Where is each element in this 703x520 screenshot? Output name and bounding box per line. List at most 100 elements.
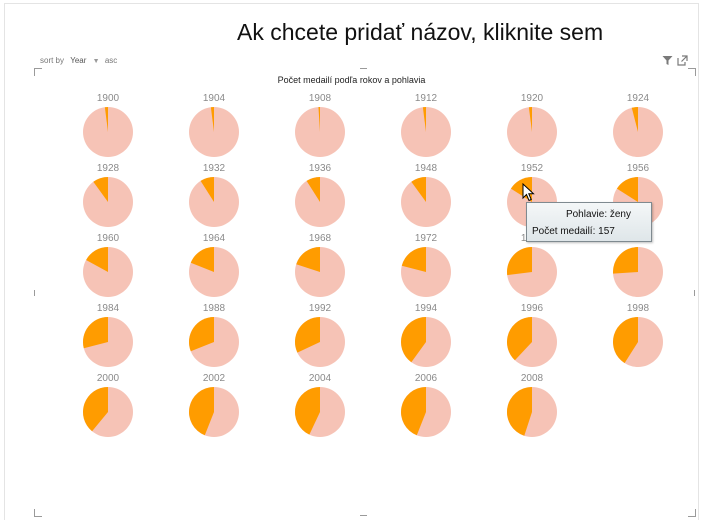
resize-handle-left[interactable] (34, 290, 35, 296)
pie-1976[interactable]: 1976 (497, 233, 567, 299)
pie-1932[interactable]: 1932 (179, 163, 249, 229)
pie-2006[interactable]: 2006 (391, 373, 461, 439)
resize-handle-right[interactable] (694, 290, 695, 296)
pie-chart-1980[interactable] (613, 247, 663, 297)
slice-zeny[interactable] (422, 107, 426, 132)
popout-icon[interactable] (677, 55, 688, 66)
pie-chart-1928[interactable] (83, 177, 133, 227)
slice-zeny[interactable] (210, 107, 214, 132)
slice-zeny[interactable] (189, 317, 214, 352)
pie-chart-1936[interactable] (295, 177, 345, 227)
slice-zeny[interactable] (507, 317, 532, 361)
resize-handle-top[interactable] (360, 68, 367, 69)
pie-chart-1948[interactable] (401, 177, 451, 227)
slice-zeny[interactable] (401, 317, 426, 363)
slice-zeny[interactable] (401, 247, 426, 272)
pie-year-label: 1928 (96, 163, 120, 174)
slice-zeny[interactable] (104, 107, 108, 132)
slice-zeny[interactable] (507, 387, 532, 436)
pie-2004[interactable]: 2004 (285, 373, 355, 439)
pie-1972[interactable]: 1972 (391, 233, 461, 299)
slice-zeny[interactable] (200, 177, 214, 202)
pie-1980[interactable]: 1980 (603, 233, 673, 299)
resize-handle-bottom-left[interactable] (34, 509, 42, 517)
pie-chart-1904[interactable] (189, 107, 239, 157)
pie-chart-1968[interactable] (295, 247, 345, 297)
pie-chart-1900[interactable] (83, 107, 133, 157)
slice-zeny[interactable] (83, 387, 108, 432)
pie-1964[interactable]: 1964 (179, 233, 249, 299)
pie-chart-2002[interactable] (189, 387, 239, 437)
pie-chart-2000[interactable] (83, 387, 133, 437)
slice-zeny[interactable] (295, 387, 320, 435)
pie-1920[interactable]: 1920 (497, 93, 567, 159)
pie-chart-2004[interactable] (295, 387, 345, 437)
pie-1984[interactable]: 1984 (73, 303, 143, 369)
slice-zeny[interactable] (507, 247, 532, 276)
pie-1936[interactable]: 1936 (285, 163, 355, 229)
resize-handle-top-right[interactable] (688, 68, 696, 76)
filter-icon[interactable] (662, 55, 673, 66)
pie-chart-1920[interactable] (507, 107, 557, 157)
slice-zeny[interactable] (528, 107, 532, 132)
resize-handle-bottom-right[interactable] (688, 509, 696, 517)
pie-2008[interactable]: 2008 (497, 373, 567, 439)
slice-zeny[interactable] (306, 177, 320, 202)
title-placeholder[interactable]: Ak chcete pridať názov, kliknite sem (237, 19, 604, 45)
pie-chart-1924[interactable] (613, 107, 663, 157)
pie-chart-1932[interactable] (189, 177, 239, 227)
pie-1992[interactable]: 1992 (285, 303, 355, 369)
pie-1900[interactable]: 1900 (73, 93, 143, 159)
pie-1960[interactable]: 1960 (73, 233, 143, 299)
pie-year-label: 1994 (414, 303, 438, 314)
slice-zeny[interactable] (295, 317, 320, 353)
sort-field[interactable]: Year (70, 56, 87, 65)
pie-chart-1908[interactable] (295, 107, 345, 157)
pie-1998[interactable]: 1998 (603, 303, 673, 369)
pie-chart-2006[interactable] (401, 387, 451, 437)
pie-chart-1976[interactable] (507, 247, 557, 297)
pie-year-label: 1964 (202, 233, 226, 244)
slice-zeny[interactable] (613, 317, 638, 364)
pie-1996[interactable]: 1996 (497, 303, 567, 369)
slice-zeny[interactable] (86, 247, 108, 272)
sort-control[interactable]: sort by Year ▼ asc (40, 56, 117, 65)
pie-chart-1988[interactable] (189, 317, 239, 367)
pie-1924[interactable]: 1924 (603, 93, 673, 159)
resize-handle-bottom[interactable] (360, 515, 367, 516)
slice-zeny[interactable] (318, 107, 320, 132)
slice-zeny[interactable] (93, 177, 108, 202)
slice-zeny[interactable] (613, 247, 638, 274)
pie-chart-1994[interactable] (401, 317, 451, 367)
chevron-down-icon[interactable]: ▼ (92, 58, 100, 65)
pie-chart-1996[interactable] (507, 317, 557, 367)
pie-chart-1964[interactable] (189, 247, 239, 297)
sort-order[interactable]: asc (104, 56, 118, 65)
slice-zeny[interactable] (631, 107, 638, 132)
pie-2002[interactable]: 2002 (179, 373, 249, 439)
pie-1948[interactable]: 1948 (391, 163, 461, 229)
pie-chart-1960[interactable] (83, 247, 133, 297)
pie-1904[interactable]: 1904 (179, 93, 249, 159)
pie-chart-1992[interactable] (295, 317, 345, 367)
slice-zeny[interactable] (83, 317, 108, 349)
pie-2000[interactable]: 2000 (73, 373, 143, 439)
pie-chart-1972[interactable] (401, 247, 451, 297)
pie-1968[interactable]: 1968 (285, 233, 355, 299)
slice-zeny[interactable] (296, 247, 320, 272)
pie-chart-1912[interactable] (401, 107, 451, 157)
slice-zeny[interactable] (401, 387, 426, 436)
pie-1928[interactable]: 1928 (73, 163, 143, 229)
slice-zeny[interactable] (190, 247, 214, 272)
slice-zeny[interactable] (616, 177, 638, 202)
pie-1988[interactable]: 1988 (179, 303, 249, 369)
pie-chart-1984[interactable] (83, 317, 133, 367)
pie-1994[interactable]: 1994 (391, 303, 461, 369)
slice-zeny[interactable] (411, 177, 426, 202)
pie-1908[interactable]: 1908 (285, 93, 355, 159)
pie-1912[interactable]: 1912 (391, 93, 461, 159)
resize-handle-top-left[interactable] (34, 68, 42, 76)
slice-zeny[interactable] (189, 387, 214, 436)
pie-chart-1998[interactable] (613, 317, 663, 367)
pie-chart-2008[interactable] (507, 387, 557, 437)
